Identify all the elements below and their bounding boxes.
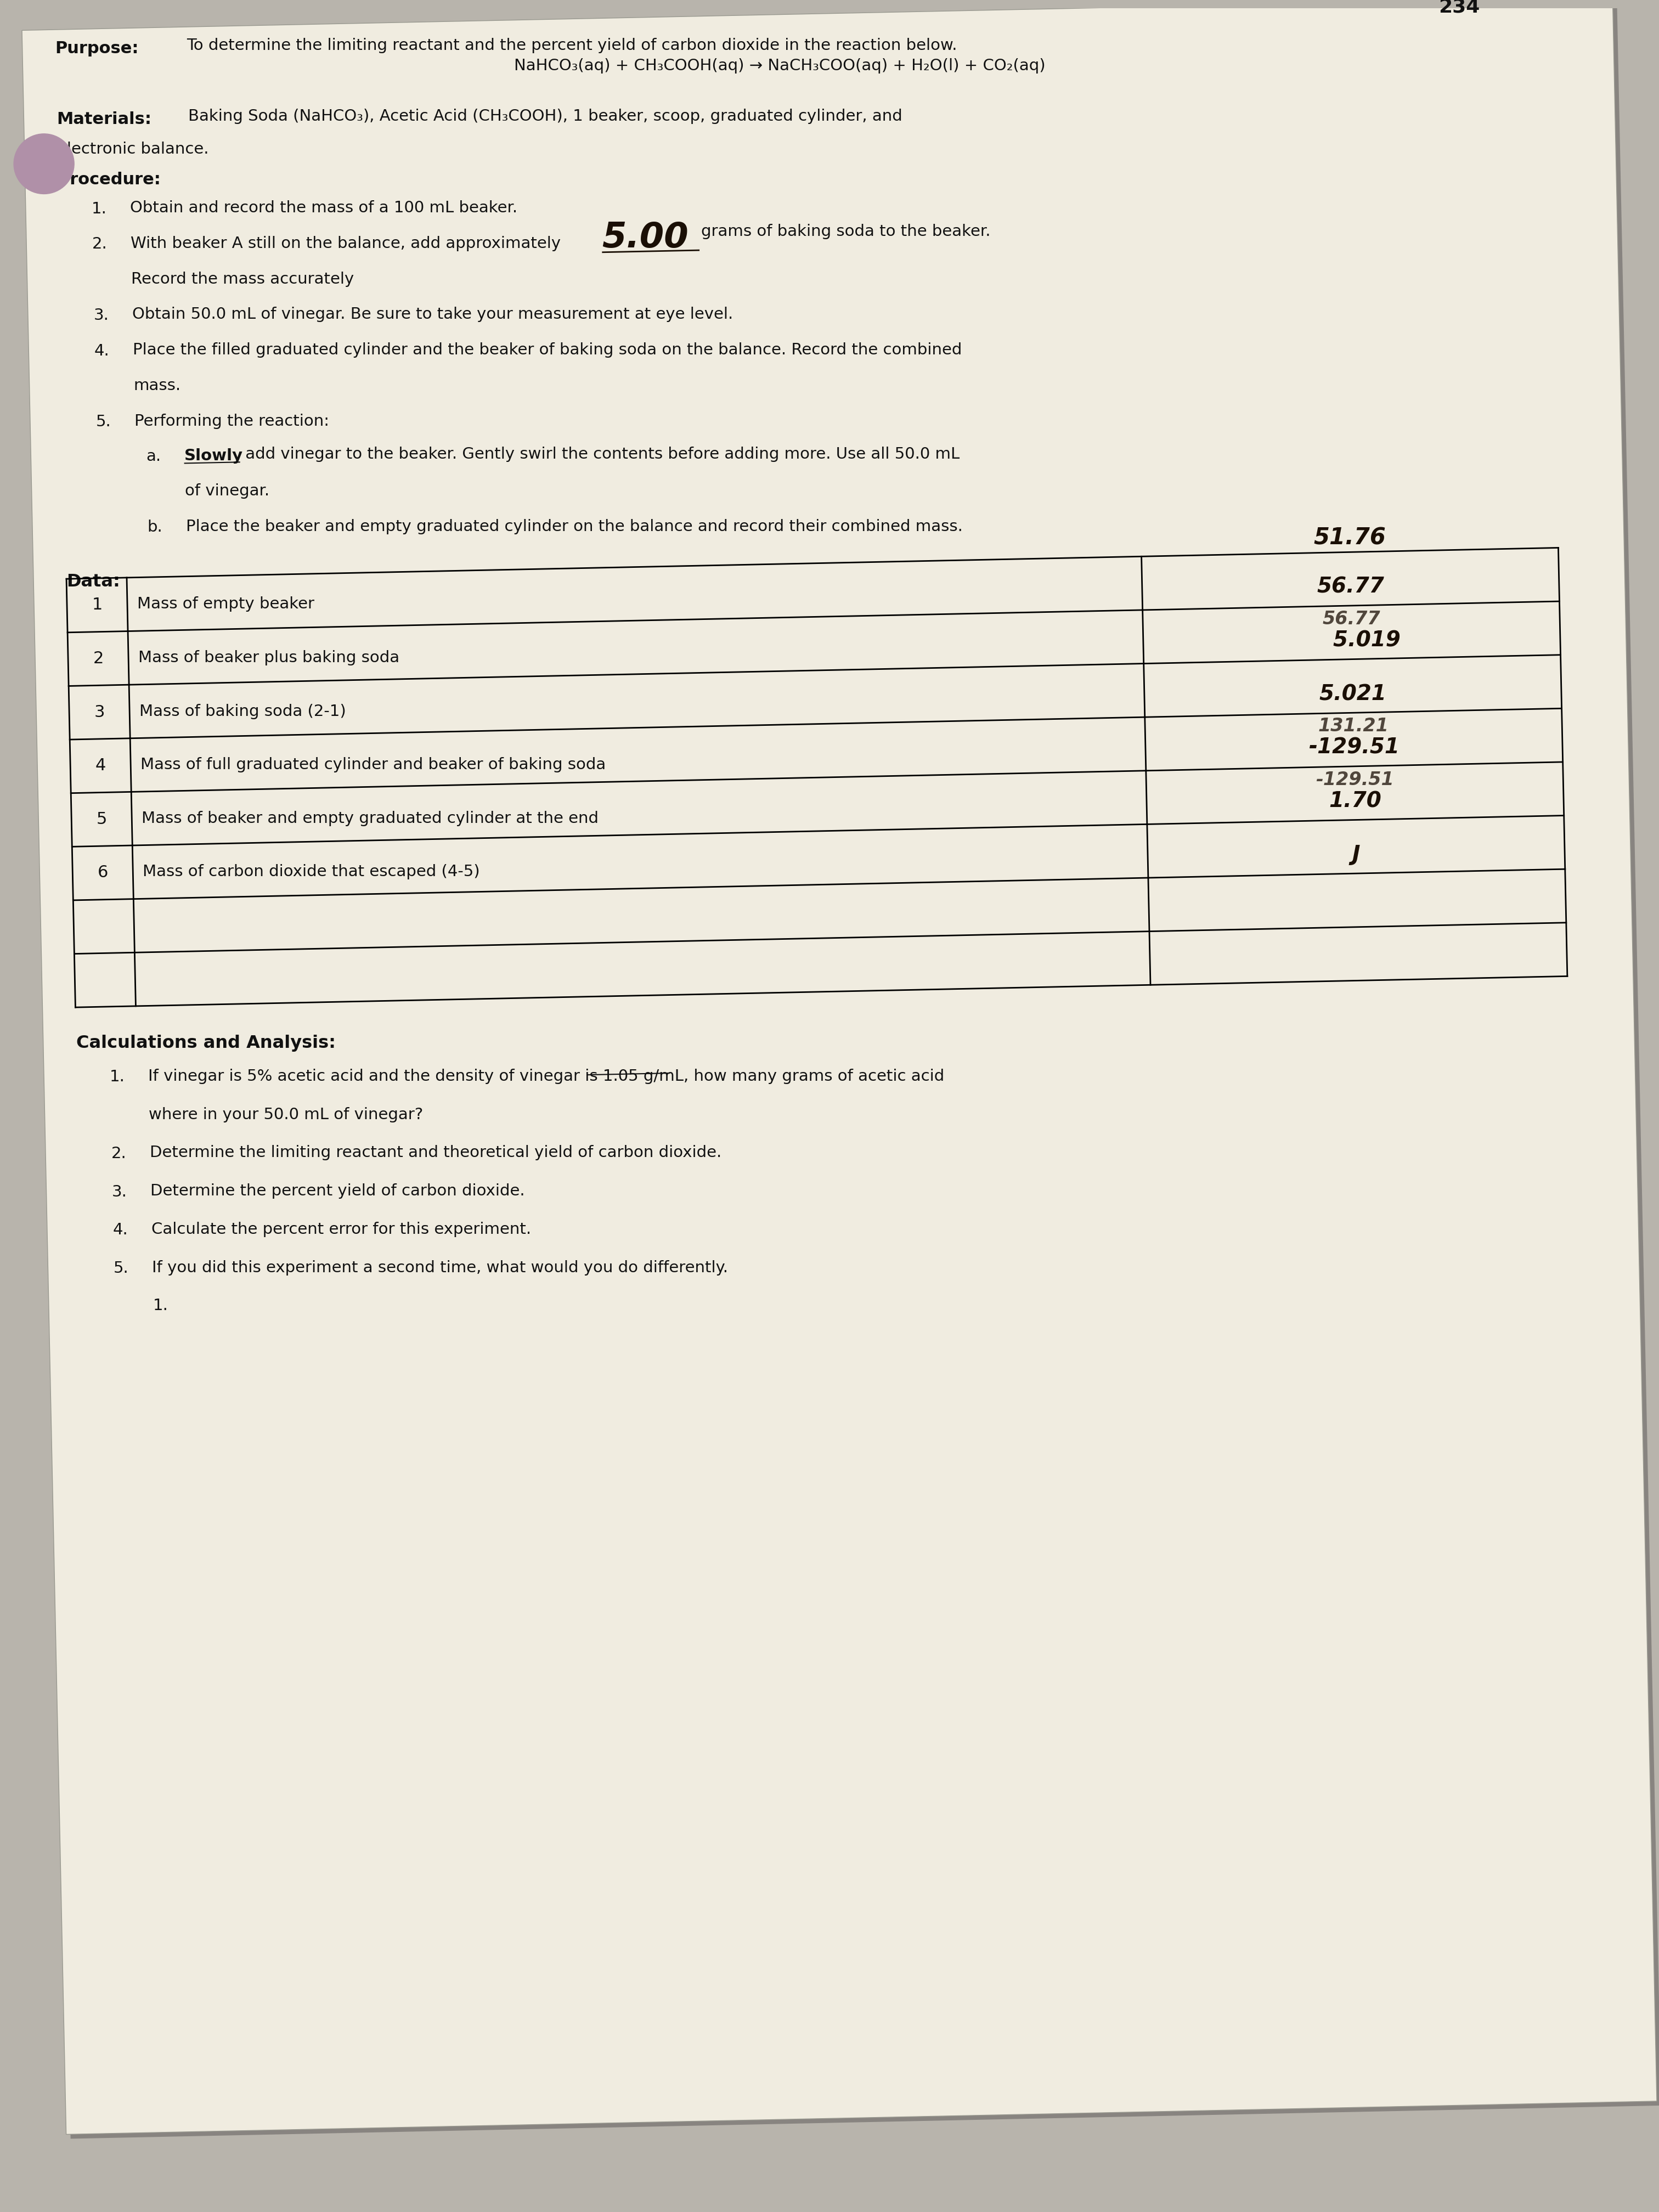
Text: 2: 2 <box>93 650 103 666</box>
Text: 131.21: 131.21 <box>1319 717 1389 734</box>
Text: 2.: 2. <box>93 237 108 252</box>
Text: 6: 6 <box>98 865 108 880</box>
Text: Slowly: Slowly <box>184 449 244 462</box>
Text: mass.: mass. <box>133 378 181 394</box>
Text: Determine the percent yield of carbon dioxide.: Determine the percent yield of carbon di… <box>151 1183 524 1199</box>
Text: 5: 5 <box>96 812 106 827</box>
Text: Materials:: Materials: <box>56 111 151 128</box>
Text: Data:: Data: <box>66 573 119 591</box>
Text: Purpose:: Purpose: <box>55 40 139 58</box>
Text: -129.51: -129.51 <box>1309 737 1400 759</box>
Text: -129.51: -129.51 <box>1316 770 1394 790</box>
Text: NaHCO₃(aq) + CH₃COOH(aq) → NaCH₃COO(aq) + H₂O(l) + CO₂(aq): NaHCO₃(aq) + CH₃COOH(aq) → NaCH₃COO(aq) … <box>514 58 1045 73</box>
Text: Mass of full graduated cylinder and beaker of baking soda: Mass of full graduated cylinder and beak… <box>141 757 606 772</box>
Text: If vinegar is 5% acetic acid and the density of vinegar is 1.05 g/mL, how many g: If vinegar is 5% acetic acid and the den… <box>148 1068 944 1084</box>
Polygon shape <box>27 2 1659 2139</box>
Text: Mass of empty beaker: Mass of empty beaker <box>138 597 314 613</box>
Text: 5.: 5. <box>114 1261 129 1276</box>
Text: Baking Soda (NaHCO₃), Acetic Acid (CH₃COOH), 1 beaker, scoop, graduated cylinder: Baking Soda (NaHCO₃), Acetic Acid (CH₃CO… <box>187 108 902 124</box>
Text: 56.77: 56.77 <box>1322 611 1380 628</box>
Text: 1.: 1. <box>91 201 106 217</box>
Text: grams of baking soda to the beaker.: grams of baking soda to the beaker. <box>702 223 990 239</box>
Text: 1.: 1. <box>109 1071 124 1084</box>
Text: electronic balance.: electronic balance. <box>56 142 209 157</box>
Text: 1.: 1. <box>153 1298 168 1314</box>
Text: of vinegar.: of vinegar. <box>186 484 270 500</box>
Text: With beaker A still on the balance, add approximately: With beaker A still on the balance, add … <box>131 237 561 252</box>
Text: Mass of beaker and empty graduated cylinder at the end: Mass of beaker and empty graduated cylin… <box>141 812 599 825</box>
Text: If you did this experiment a second time, what would you do differently.: If you did this experiment a second time… <box>153 1261 728 1276</box>
Text: 3: 3 <box>95 703 105 721</box>
Text: Mass of carbon dioxide that escaped (4-5): Mass of carbon dioxide that escaped (4-5… <box>143 865 479 880</box>
Text: a.: a. <box>146 449 161 465</box>
Text: 5.00: 5.00 <box>602 221 688 254</box>
Text: 5.: 5. <box>96 414 111 429</box>
Text: 56.77: 56.77 <box>1317 577 1384 597</box>
Text: add vinegar to the beaker. Gently swirl the contents before adding more. Use all: add vinegar to the beaker. Gently swirl … <box>241 447 959 462</box>
Text: To determine the limiting reactant and the percent yield of carbon dioxide in th: To determine the limiting reactant and t… <box>187 38 957 53</box>
Text: 5.019: 5.019 <box>1304 630 1400 650</box>
Text: Mass of beaker plus baking soda: Mass of beaker plus baking soda <box>138 650 400 666</box>
Text: 1.70: 1.70 <box>1329 790 1382 812</box>
Text: b.: b. <box>148 520 163 535</box>
Text: Obtain and record the mass of a 100 mL beaker.: Obtain and record the mass of a 100 mL b… <box>129 201 518 217</box>
Text: Record the mass accurately: Record the mass accurately <box>131 272 353 288</box>
Text: Calculate the percent error for this experiment.: Calculate the percent error for this exp… <box>151 1221 531 1237</box>
Text: 4: 4 <box>95 759 106 774</box>
Circle shape <box>13 133 75 195</box>
Text: 2.: 2. <box>111 1146 126 1161</box>
Text: Determine the limiting reactant and theoretical yield of carbon dioxide.: Determine the limiting reactant and theo… <box>149 1146 722 1161</box>
Text: 51.76: 51.76 <box>1314 526 1385 549</box>
Text: 3.: 3. <box>93 307 109 323</box>
Text: Obtain 50.0 mL of vinegar. Be sure to take your measurement at eye level.: Obtain 50.0 mL of vinegar. Be sure to ta… <box>133 307 733 323</box>
Text: Place the filled graduated cylinder and the beaker of baking soda on the balance: Place the filled graduated cylinder and … <box>133 343 962 358</box>
Text: Mass of baking soda (2-1): Mass of baking soda (2-1) <box>139 703 347 719</box>
Polygon shape <box>22 0 1657 2135</box>
Text: 3.: 3. <box>113 1183 128 1199</box>
Text: 4.: 4. <box>95 343 109 358</box>
Text: 1: 1 <box>91 597 103 613</box>
Text: Calculations and Analysis:: Calculations and Analysis: <box>76 1035 335 1051</box>
Text: where in your 50.0 mL of vinegar?: where in your 50.0 mL of vinegar? <box>149 1106 423 1121</box>
Text: 5.021: 5.021 <box>1319 684 1387 703</box>
Text: Performing the reaction:: Performing the reaction: <box>134 414 328 429</box>
Text: Procedure:: Procedure: <box>58 173 161 188</box>
Text: Place the beaker and empty graduated cylinder on the balance and record their co: Place the beaker and empty graduated cyl… <box>186 520 962 535</box>
Text: J: J <box>1352 845 1360 865</box>
Text: 234: 234 <box>1438 0 1480 15</box>
Text: 4.: 4. <box>113 1223 128 1239</box>
